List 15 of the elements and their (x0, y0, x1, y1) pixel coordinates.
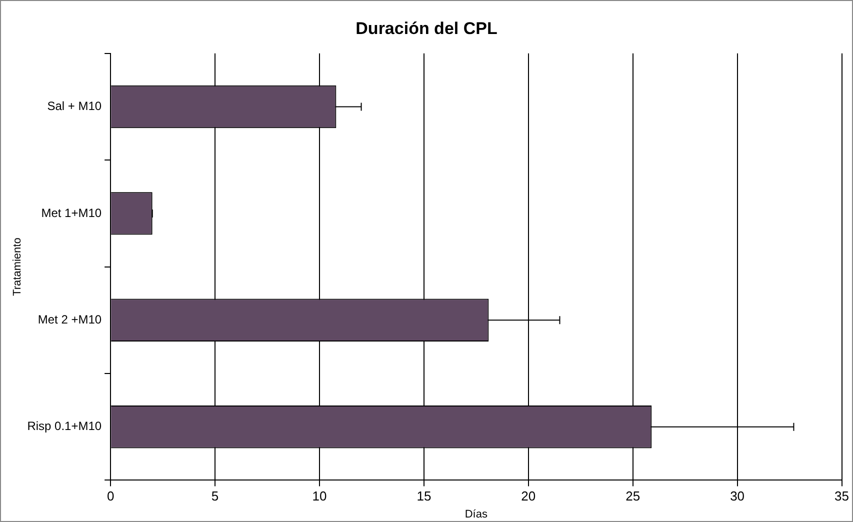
y-tick-label: Risp 0.1+M10 (27, 419, 102, 434)
x-tick-label: 10 (312, 488, 327, 504)
x-tick-label: 0 (106, 488, 114, 504)
x-tick-label: 25 (626, 488, 640, 504)
x-tick-label: 5 (211, 488, 219, 504)
y-tick-label: Met 1+M10 (41, 206, 102, 220)
y-tick-label: Sal + M10 (47, 99, 102, 114)
x-axis-title: Días (464, 508, 488, 520)
y-axis-title: Tratamiento (12, 238, 24, 296)
x-tick-label: 15 (416, 488, 432, 504)
x-tick-label: 20 (521, 488, 536, 504)
chart-title: Duración del CPL (356, 18, 498, 38)
x-tick-label: 35 (834, 488, 850, 504)
x-tick-label: 30 (730, 488, 745, 504)
y-tick-label: Met 2 +M10 (38, 312, 102, 326)
